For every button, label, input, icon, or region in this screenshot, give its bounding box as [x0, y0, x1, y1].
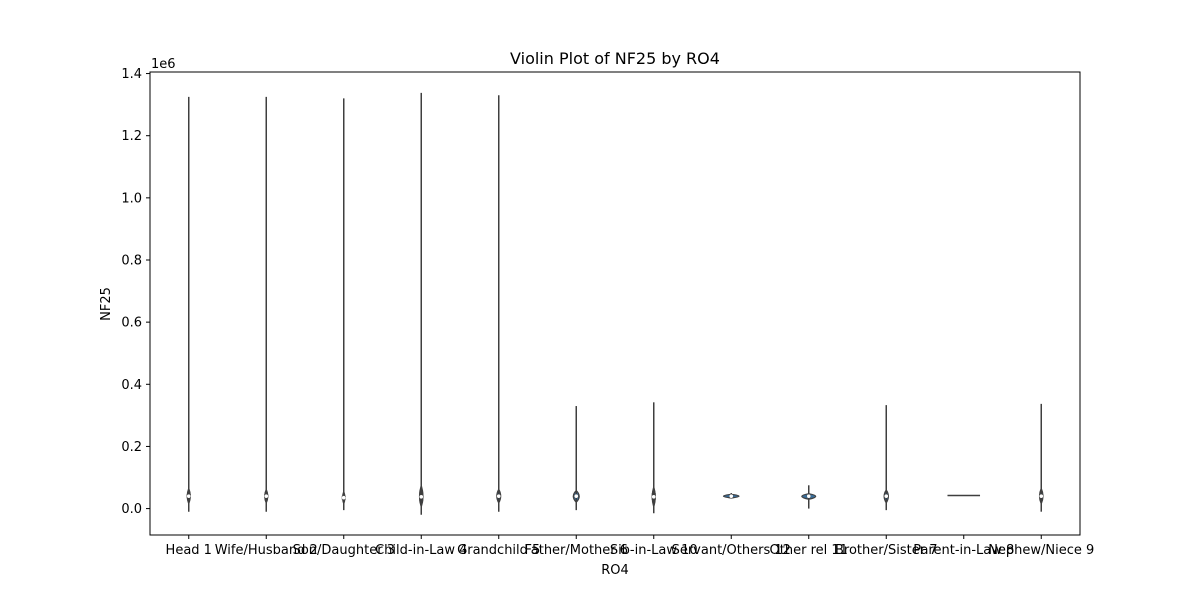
violin-median: [1039, 494, 1044, 498]
violin-median: [341, 495, 346, 500]
y-offset-text: 1e6: [151, 57, 176, 72]
x-tick-label: Nephew/Niece 9: [988, 543, 1094, 558]
x-tick-label: Grandchild 5: [457, 543, 540, 558]
y-tick-label: 0.0: [121, 502, 142, 517]
plot-frame: [149, 71, 1081, 536]
y-tick-label: 0.8: [121, 253, 142, 268]
violin-median: [806, 494, 811, 498]
violin-5: [496, 95, 502, 512]
violin-median: [651, 494, 656, 499]
violin-8: [722, 493, 740, 499]
violin-3: [341, 98, 346, 511]
x-tick-label: Wife/Husband 2: [215, 543, 318, 558]
violin-10: [883, 405, 889, 511]
violin-median: [729, 494, 734, 498]
x-tick-label: Sib-in-Law 10: [610, 543, 698, 558]
violin-12: [1038, 403, 1044, 512]
violin-median: [884, 494, 889, 498]
violin-9: [801, 485, 817, 509]
violin-2: [264, 96, 269, 512]
violin-4: [418, 92, 424, 515]
x-tick-label: Brother/Sister 7: [835, 543, 937, 558]
x-tick-label: Servant/Others 12: [672, 543, 791, 558]
y-tick-label: 1.4: [121, 67, 142, 82]
violin-7: [651, 402, 656, 514]
violin-median: [496, 494, 501, 498]
violin-median: [574, 494, 579, 498]
y-tick-label: 1.2: [121, 129, 142, 144]
y-axis-ticks: 0.0 0.2 0.4 0.6 0.8 1.0 1.2 1.4: [121, 67, 150, 517]
x-tick-label: Father/Mother 6: [524, 543, 628, 558]
violin-median: [264, 494, 269, 498]
violin-6: [572, 406, 580, 511]
x-tick-label: Child-in-Law 4: [375, 543, 467, 558]
violin-median: [419, 494, 424, 499]
x-tick-label: Son/Daughter 3: [293, 543, 395, 558]
y-tick-label: 0.2: [121, 440, 142, 455]
chart-title: Violin Plot of NF25 by RO4: [510, 49, 720, 68]
x-tick-label: Other rel 11: [770, 543, 848, 558]
y-tick-label: 0.4: [121, 378, 142, 393]
violin-median: [186, 494, 191, 498]
y-tick-label: 1.0: [121, 191, 142, 206]
y-tick-label: 0.6: [121, 316, 142, 331]
x-tick-label: Parent-in-Law 8: [913, 543, 1014, 558]
violins-group: [186, 92, 1044, 515]
x-tick-label: Head 1: [166, 543, 212, 558]
y-axis-label: NF25: [99, 287, 114, 321]
x-axis-label: RO4: [601, 563, 629, 578]
violin-1: [186, 96, 191, 512]
